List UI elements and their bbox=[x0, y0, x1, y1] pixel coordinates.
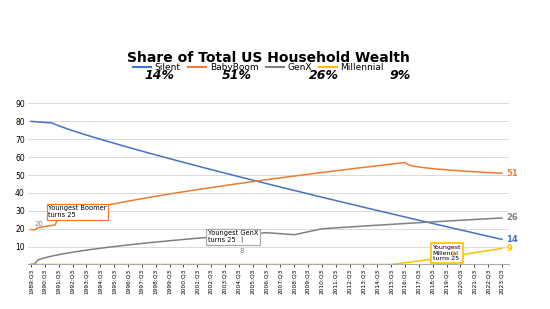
Text: Youngest Boomer
turns 25: Youngest Boomer turns 25 bbox=[48, 205, 107, 218]
Text: 26%: 26% bbox=[309, 69, 339, 82]
Text: 5: 5 bbox=[450, 251, 454, 257]
Text: Youngest GenX
turns 25: Youngest GenX turns 25 bbox=[207, 231, 258, 243]
Text: 14%: 14% bbox=[145, 69, 175, 82]
Text: 26: 26 bbox=[507, 214, 518, 222]
Text: Youngest
Millenial
turns 25: Youngest Millenial turns 25 bbox=[433, 245, 461, 261]
Text: 51: 51 bbox=[507, 169, 518, 178]
Legend: Silent, BabyBoom, GenX, Millennial: Silent, BabyBoom, GenX, Millennial bbox=[129, 60, 388, 76]
Text: 51%: 51% bbox=[222, 69, 252, 82]
Text: 9: 9 bbox=[507, 244, 512, 253]
Text: 9%: 9% bbox=[390, 69, 411, 82]
Text: 20: 20 bbox=[35, 221, 43, 227]
Title: Share of Total US Household Wealth: Share of Total US Household Wealth bbox=[126, 51, 410, 65]
Text: 14: 14 bbox=[507, 235, 518, 244]
Text: 8: 8 bbox=[240, 248, 245, 254]
